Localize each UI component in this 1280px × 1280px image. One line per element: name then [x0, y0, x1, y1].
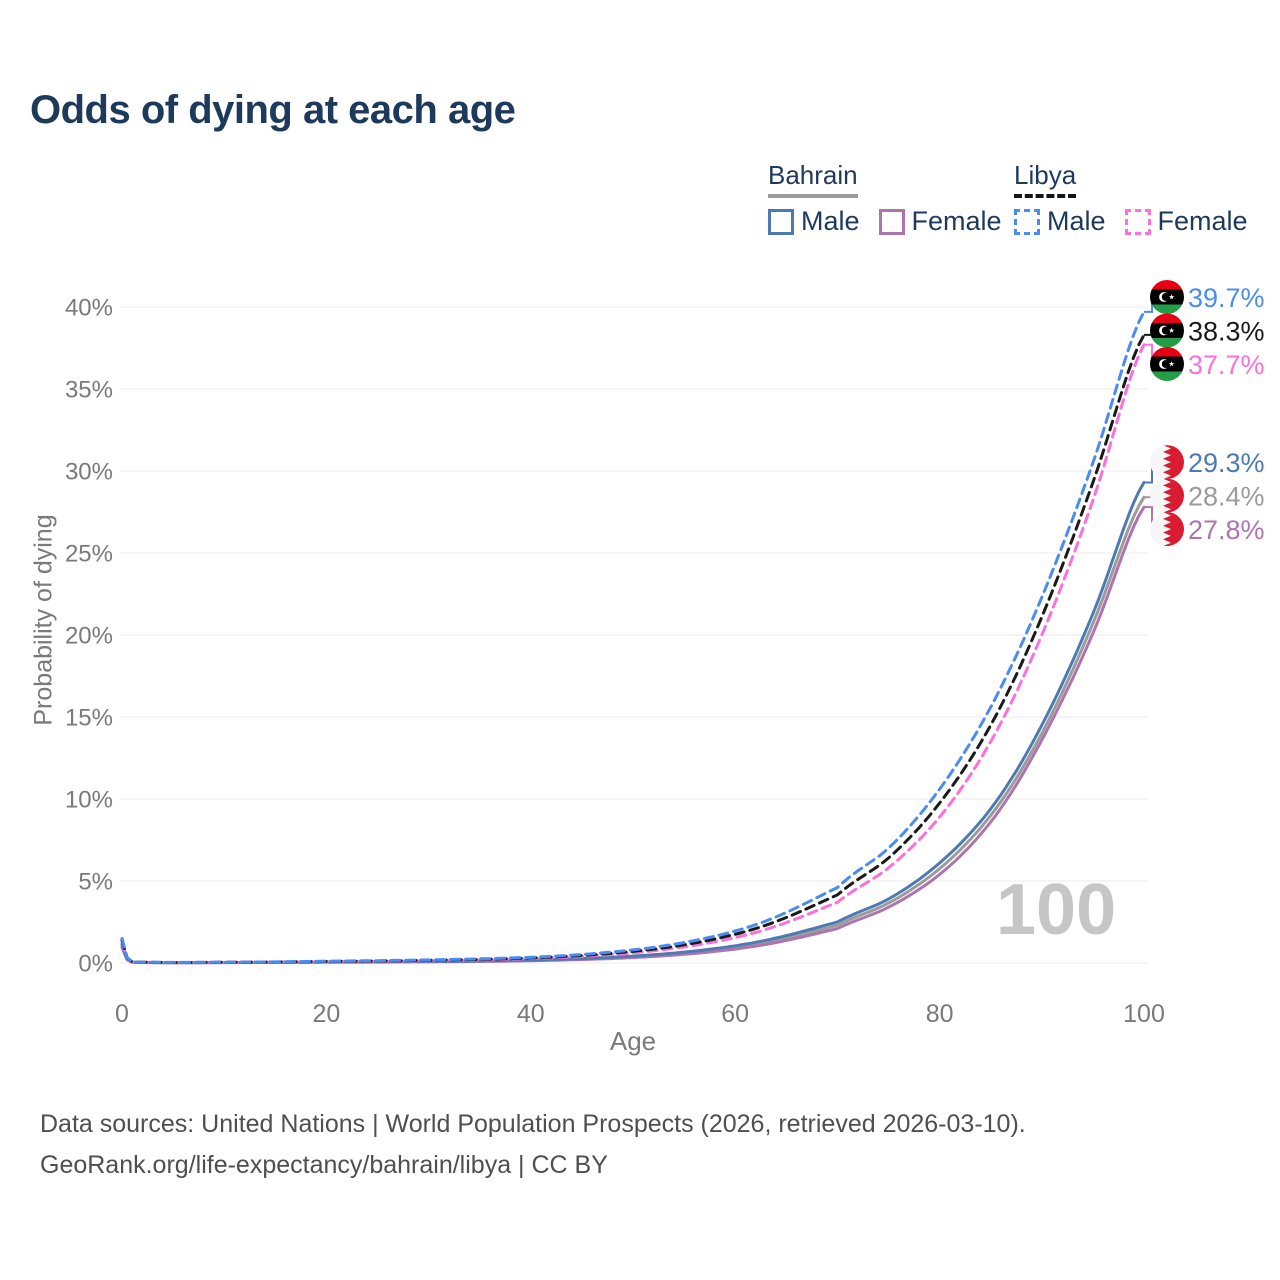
legend-swatch-libya-male [1014, 208, 1040, 235]
y-tick-label: 10% [65, 787, 113, 814]
libya-flag-icon [1150, 314, 1184, 348]
legend-item-label: Male [1047, 206, 1106, 236]
series-line-bahrain-both [120, 495, 1146, 965]
y-tick-label: 20% [65, 623, 113, 650]
bahrain-flag-icon [1150, 479, 1184, 513]
x-tick-label: 40 [517, 1000, 545, 1028]
end-value-label-libya-both: 38.3% [1188, 317, 1265, 347]
y-tick-label: 30% [65, 459, 113, 486]
legend-group-label-bahrain: Bahrain [768, 160, 858, 198]
x-tick-label: 80 [926, 1000, 954, 1028]
end-value-label-libya-male: 39.7% [1188, 283, 1265, 313]
end-value-label-bahrain-male: 29.3% [1188, 448, 1265, 478]
legend-group-bahrain: Bahrain Male Female [768, 160, 1002, 237]
series-line-bahrain-female [120, 505, 1146, 965]
legend-item-label: Female [911, 206, 1002, 236]
series-line-libya-male [120, 310, 1146, 964]
x-tick-label: 0 [115, 1000, 129, 1028]
x-tick-label: 20 [312, 1000, 340, 1028]
y-tick-label: 15% [65, 705, 113, 732]
libya-flag-icon [1150, 347, 1184, 381]
age-counter-watermark: 100 [996, 870, 1117, 950]
end-value-label-bahrain-female: 27.8% [1188, 515, 1265, 545]
legend-item-bahrain-male[interactable]: Male [768, 206, 860, 237]
legend: Bahrain Male Female Libya Male [0, 0, 1280, 250]
footer-attribution: GeoRank.org/life-expectancy/bahrain/liby… [40, 1151, 608, 1179]
x-tick-label: 60 [721, 1000, 749, 1028]
legend-swatch-bahrain-female [878, 208, 905, 235]
y-tick-label: 0% [78, 951, 113, 978]
series-line-libya-both [120, 333, 1146, 964]
legend-item-label: Female [1157, 206, 1248, 236]
legend-item-label: Male [801, 206, 860, 236]
legend-swatch-bahrain-male [768, 208, 794, 235]
legend-item-bahrain-female[interactable]: Female [878, 206, 1002, 237]
legend-swatch-libya-female [1124, 208, 1151, 235]
footer: Data sources: United Nations | World Pop… [40, 1104, 1026, 1186]
x-tick-label: 100 [1123, 1000, 1165, 1028]
y-axis-title: Probability of dying [29, 514, 58, 726]
y-tick-label: 35% [65, 377, 113, 404]
footer-data-sources: Data sources: United Nations | World Pop… [40, 1110, 1026, 1138]
end-value-label-bahrain-both: 28.4% [1188, 482, 1265, 512]
bahrain-flag-icon [1150, 512, 1184, 546]
bahrain-flag-icon [1150, 445, 1184, 479]
page-title: Odds of dying at each age [30, 88, 516, 132]
legend-item-libya-female[interactable]: Female [1124, 206, 1248, 237]
y-tick-label: 40% [65, 295, 113, 322]
series-line-bahrain-male [120, 481, 1146, 965]
legend-group-libya: Libya Male Female [1014, 160, 1248, 237]
series-line-libya-female [120, 343, 1146, 964]
y-tick-label: 5% [78, 869, 113, 896]
end-value-label-libya-female: 37.7% [1188, 350, 1265, 380]
y-tick-label: 25% [65, 541, 113, 568]
legend-item-libya-male[interactable]: Male [1014, 206, 1106, 237]
legend-group-label-libya: Libya [1014, 160, 1077, 198]
x-axis-title: Age [609, 1026, 657, 1056]
libya-flag-icon [1150, 280, 1184, 314]
